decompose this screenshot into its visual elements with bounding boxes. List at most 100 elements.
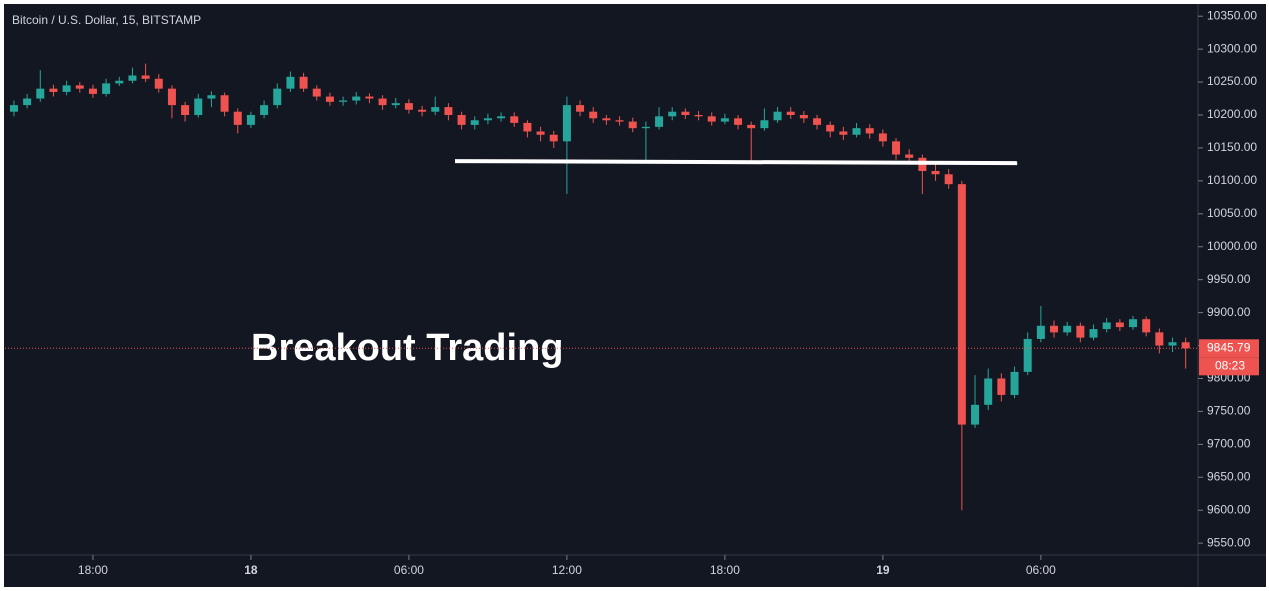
x-tick-label: 18:00 (710, 563, 740, 577)
candle-body (483, 118, 492, 121)
y-tick-label: 10150.00 (1207, 140, 1257, 154)
chart-title: Bitcoin / U.S. Dollar, 15, BITSTAMP (12, 13, 201, 27)
candle-body (339, 100, 348, 102)
candle-body (207, 95, 216, 99)
candle-body (431, 107, 440, 112)
candle-body (154, 78, 163, 89)
y-tick-label: 10000.00 (1207, 239, 1257, 253)
x-tick-label: 06:00 (1026, 563, 1056, 577)
countdown-label: 08:23 (1215, 358, 1245, 372)
candle-body (1089, 329, 1098, 338)
last-price-label: 9845.79 (1207, 340, 1251, 354)
countdown-box (1199, 357, 1259, 376)
y-tick-label: 9900.00 (1207, 305, 1251, 319)
candle-body (562, 105, 571, 142)
candle-body (299, 76, 308, 89)
candle-body (681, 111, 690, 115)
candle-body (720, 118, 729, 122)
candle-body (141, 75, 150, 79)
candle-body (62, 85, 71, 92)
candle-body (273, 88, 282, 106)
candle-body (589, 111, 598, 119)
y-tick-label: 9700.00 (1207, 437, 1251, 451)
x-tick-label: 18:00 (78, 563, 108, 577)
candle-body (1023, 338, 1032, 372)
candle-body (984, 378, 993, 405)
y-tick-label: 10050.00 (1207, 206, 1257, 220)
candle-body (971, 404, 980, 425)
candle-body (312, 88, 321, 97)
candle-body (115, 80, 124, 84)
y-tick-label: 10100.00 (1207, 173, 1257, 187)
x-tick-label: 12:00 (552, 563, 582, 577)
x-tick-label: 18 (244, 563, 258, 577)
candle-body (668, 111, 677, 117)
y-tick-label: 9600.00 (1207, 502, 1251, 516)
candle-body (220, 95, 229, 112)
candle-body (813, 118, 822, 125)
candle-body (944, 174, 953, 185)
chart-background (4, 4, 1266, 587)
y-tick-label: 9650.00 (1207, 469, 1251, 483)
candle-body (246, 115, 255, 125)
candle-body (734, 118, 743, 125)
candle-body (905, 154, 914, 158)
candle-body (641, 126, 650, 129)
candle-body (9, 105, 18, 112)
candle-body (799, 115, 808, 119)
candle-body (325, 96, 334, 102)
candle-body (1168, 342, 1177, 346)
breakout-line (454, 159, 1018, 166)
candle-body (1155, 332, 1164, 346)
candle-body (233, 111, 242, 125)
candle-body (747, 124, 756, 129)
candle-body (457, 115, 466, 125)
candle-body (194, 98, 203, 115)
candle-body (839, 131, 848, 135)
candle-body (286, 76, 295, 89)
candle-body (167, 88, 176, 106)
y-tick-label: 10350.00 (1207, 8, 1257, 22)
candle-body (378, 98, 387, 106)
candle-body (602, 118, 611, 121)
candle-body (615, 120, 624, 122)
candle-body (510, 116, 519, 123)
candle-body (181, 105, 190, 115)
candle-body (523, 122, 532, 132)
candle-body (694, 115, 703, 117)
candle-body (707, 116, 716, 122)
y-tick-label: 9550.00 (1207, 535, 1251, 549)
candle-body (23, 98, 32, 106)
y-tick-label: 9950.00 (1207, 272, 1251, 286)
candle-body (655, 116, 664, 127)
candle-body (444, 107, 453, 115)
candle-body (1010, 371, 1019, 395)
candle-body (1076, 325, 1085, 338)
candle-body (49, 88, 58, 92)
candle-body (75, 85, 84, 89)
candle-body (470, 120, 479, 125)
candle-body (391, 103, 400, 106)
candle-body (1102, 322, 1111, 330)
candle-body (260, 105, 269, 115)
candle-body (760, 120, 769, 129)
y-tick-label: 10250.00 (1207, 74, 1257, 88)
candle-body (576, 105, 585, 112)
candle-body (997, 378, 1006, 395)
last-price-box (1199, 339, 1259, 358)
candle-body (1129, 319, 1138, 328)
candle-body (773, 111, 782, 121)
candle-body (1050, 325, 1059, 333)
candle-body (536, 131, 545, 135)
candle-body (128, 75, 137, 81)
candle-body (418, 109, 427, 112)
candle-body (404, 103, 413, 110)
candle-body (352, 96, 361, 101)
candle-body (892, 141, 901, 155)
candle-body (826, 124, 835, 132)
candle-body (102, 83, 111, 94)
candle-body (36, 88, 45, 99)
candle-body (497, 116, 506, 119)
